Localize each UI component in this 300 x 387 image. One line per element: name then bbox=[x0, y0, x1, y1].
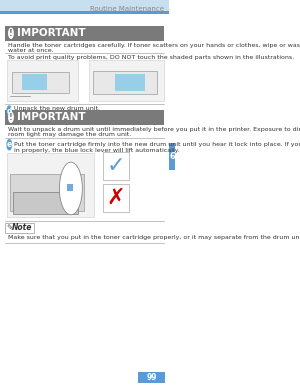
Bar bbox=[5, 26, 164, 41]
Bar bbox=[5, 110, 164, 125]
Bar bbox=[10, 174, 84, 211]
Text: water at once.: water at once. bbox=[8, 48, 54, 53]
Circle shape bbox=[9, 112, 13, 122]
Text: in properly, the blue lock lever will lift automatically.: in properly, the blue lock lever will li… bbox=[14, 148, 180, 153]
Text: !: ! bbox=[9, 29, 13, 38]
Text: Put the toner cartridge firmly into the new drum unit until you hear it lock int: Put the toner cartridge firmly into the … bbox=[14, 142, 300, 147]
Text: e: e bbox=[7, 140, 12, 149]
Text: Make sure that you put in the toner cartridge properly, or it may separate from : Make sure that you put in the toner cart… bbox=[8, 235, 300, 240]
Bar bbox=[22, 74, 47, 90]
Bar bbox=[0, 11, 169, 14]
Bar bbox=[103, 152, 129, 180]
Bar bbox=[115, 74, 145, 91]
Circle shape bbox=[7, 106, 11, 116]
Bar bbox=[138, 372, 164, 383]
Text: Unpack the new drum unit.: Unpack the new drum unit. bbox=[14, 106, 100, 111]
Text: Routine Maintenance: Routine Maintenance bbox=[90, 5, 164, 12]
Bar bbox=[7, 60, 78, 101]
Text: IMPORTANT: IMPORTANT bbox=[17, 28, 85, 38]
Text: Handle the toner cartridges carefully. If toner scatters on your hands or clothe: Handle the toner cartridges carefully. I… bbox=[8, 43, 300, 48]
Circle shape bbox=[9, 28, 13, 38]
Text: d: d bbox=[7, 106, 12, 116]
Bar bbox=[169, 143, 176, 170]
Text: Note: Note bbox=[12, 223, 32, 233]
Bar bbox=[89, 60, 164, 101]
Bar bbox=[7, 153, 94, 217]
Text: room light may damage the drum unit.: room light may damage the drum unit. bbox=[8, 132, 132, 137]
Text: To avoid print quality problems, DO NOT touch the shaded parts shown in the illu: To avoid print quality problems, DO NOT … bbox=[8, 55, 295, 60]
Text: 6: 6 bbox=[169, 152, 175, 161]
Text: ✗: ✗ bbox=[107, 188, 125, 208]
Bar bbox=[5, 223, 34, 233]
Text: !: ! bbox=[9, 113, 13, 122]
Bar bbox=[93, 71, 157, 94]
Bar bbox=[14, 192, 78, 214]
Text: 99: 99 bbox=[146, 373, 157, 382]
Text: IMPORTANT: IMPORTANT bbox=[17, 112, 85, 122]
Circle shape bbox=[7, 140, 11, 150]
Bar bbox=[12, 72, 69, 93]
Bar bbox=[0, 0, 169, 11]
Bar bbox=[103, 184, 129, 212]
Bar bbox=[68, 184, 73, 191]
Text: Wait to unpack a drum unit until immediately before you put it in the printer. E: Wait to unpack a drum unit until immedia… bbox=[8, 127, 300, 132]
Text: ✎: ✎ bbox=[7, 223, 13, 233]
Text: ✓: ✓ bbox=[107, 156, 125, 176]
Circle shape bbox=[59, 162, 82, 215]
